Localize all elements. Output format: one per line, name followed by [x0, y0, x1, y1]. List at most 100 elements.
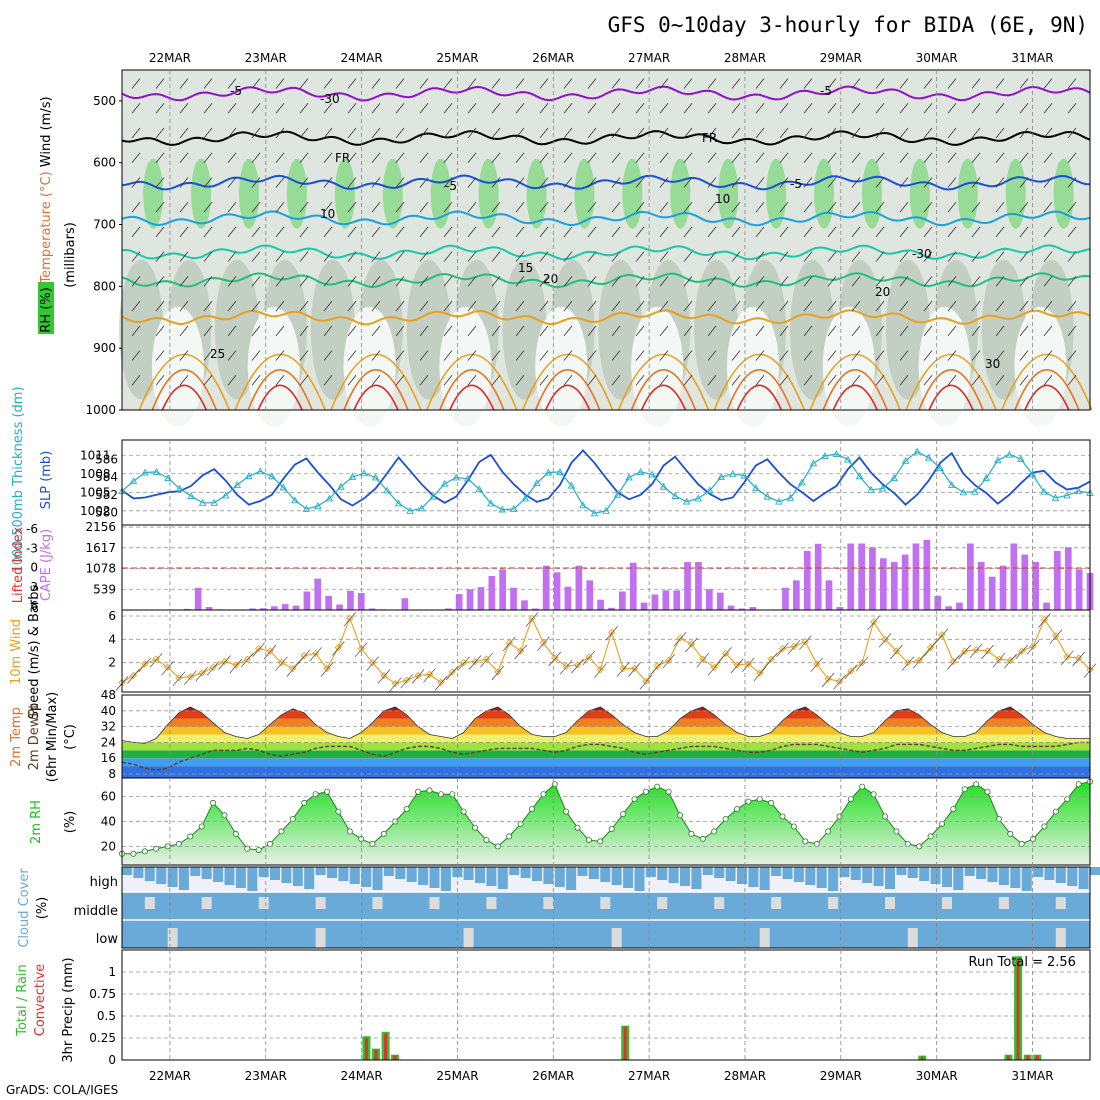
wind-barb	[1067, 177, 1077, 188]
cloud-high-bar	[862, 867, 873, 883]
wind-barb	[971, 276, 981, 287]
rh-shade-green	[526, 158, 547, 229]
slp-point	[867, 485, 875, 493]
cloud-high-bar	[930, 867, 941, 884]
wind-barb	[457, 656, 470, 671]
wind-barb	[899, 201, 909, 213]
wind-barb	[179, 78, 189, 89]
wind-barb	[515, 350, 525, 361]
slp-point	[210, 498, 218, 506]
wind-barb	[275, 103, 285, 114]
cape-bar	[455, 594, 463, 610]
wind-barb	[241, 652, 254, 668]
wind-barb	[1067, 152, 1077, 163]
cloud-high-bar	[839, 867, 850, 877]
cloud-high-bar	[190, 867, 201, 876]
wind-barb	[659, 300, 669, 312]
wind-barb	[251, 201, 261, 213]
wind-barb	[685, 637, 698, 653]
isotherm-line	[121, 130, 1091, 146]
date-tick-top: 30MAR	[916, 51, 958, 65]
wind-barb	[971, 251, 981, 262]
wind-barb	[371, 325, 381, 337]
wind-barb	[971, 226, 981, 238]
wind-barb	[947, 325, 957, 337]
wind-barb	[155, 201, 165, 213]
cloud-high-bar	[725, 867, 736, 881]
wind-barb	[683, 152, 693, 163]
dry-column	[343, 306, 396, 427]
wind-barb	[323, 127, 333, 139]
slp-point	[279, 483, 288, 491]
wind-barb	[899, 152, 909, 163]
wind-barb	[467, 201, 477, 213]
temp-tick: 8	[108, 767, 116, 781]
wind-barb	[155, 325, 165, 337]
wind-barb	[227, 226, 237, 238]
wind-barb	[467, 103, 477, 114]
wind-barb	[131, 152, 141, 163]
rh-point	[665, 788, 672, 795]
cloud-high-bar	[942, 867, 952, 887]
wind-barb	[1019, 201, 1029, 213]
wind-barb	[227, 300, 237, 312]
rh-point	[563, 808, 570, 815]
wind-barb	[958, 644, 971, 660]
wind-barb	[467, 152, 477, 163]
panel-ylabel: 3hr Precip (mm)	[61, 957, 76, 1062]
wind-barb	[1043, 177, 1053, 188]
wind-barb	[923, 300, 933, 312]
wind-barb	[251, 375, 261, 386]
wind-barb	[587, 226, 597, 238]
wind-barb	[525, 612, 539, 627]
wind-barb	[779, 300, 789, 312]
slp-point	[855, 472, 864, 480]
cloud-high-bar	[850, 867, 861, 880]
wind-barb	[899, 177, 909, 188]
wind-barb	[875, 350, 885, 361]
panel-ylabel: (°C)	[63, 724, 78, 750]
wind-barb	[539, 375, 549, 386]
slp-point	[198, 498, 207, 506]
wind-barb	[203, 152, 213, 163]
warm-dome	[544, 384, 591, 411]
wind-barb	[395, 177, 405, 188]
wind-barb	[203, 177, 213, 188]
wind-barb	[971, 300, 981, 312]
wind-barb	[515, 152, 525, 163]
slp-tick: 1008	[80, 467, 111, 481]
wind-barb	[1043, 300, 1053, 312]
precip-frame	[121, 949, 1091, 1061]
rh-point	[790, 823, 797, 830]
slp-point	[602, 506, 610, 514]
wind-barb	[635, 276, 645, 287]
rh-point	[301, 799, 308, 806]
slp-point	[371, 473, 380, 481]
warm-dome	[439, 369, 505, 411]
rh-point	[608, 826, 615, 833]
wind-barb	[779, 276, 789, 287]
wind-barb	[755, 152, 765, 163]
wind-barb	[443, 78, 453, 89]
wind-barb	[491, 276, 501, 287]
cape-bar	[1075, 569, 1083, 610]
wind-barb	[419, 127, 429, 139]
wind-barb	[514, 644, 527, 660]
wind-barb	[179, 350, 189, 361]
wind-barb	[635, 78, 645, 89]
wind-barb	[371, 226, 381, 238]
precip-tick: 0.5	[97, 1009, 116, 1023]
cloud-high-bar	[1033, 867, 1044, 877]
wind-barb	[539, 251, 549, 262]
temp-band	[122, 726, 1090, 735]
rh-point	[893, 828, 900, 835]
wind-barb	[467, 350, 477, 361]
wind-barb	[434, 676, 448, 691]
rh-point	[950, 806, 957, 813]
wind-barb	[1067, 251, 1077, 262]
slp-point	[337, 482, 345, 490]
wind-barb	[252, 642, 265, 657]
cape-bar	[336, 604, 343, 610]
wind-barb	[875, 103, 885, 114]
wind-barb	[347, 300, 357, 312]
